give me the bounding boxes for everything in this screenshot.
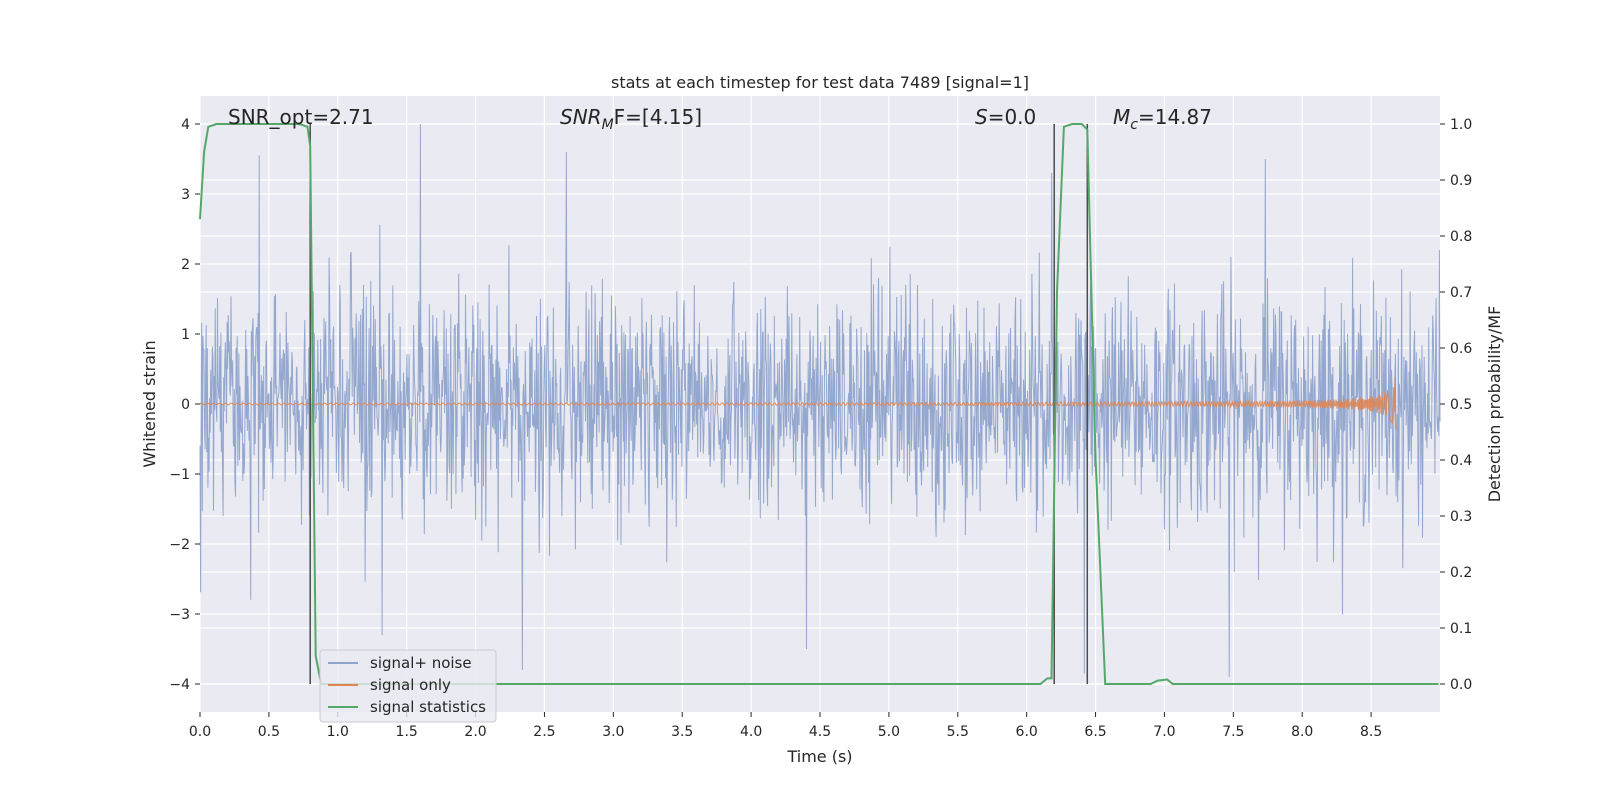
noise-trace bbox=[199, 123, 1441, 678]
annotation-mc: Mc=14.87 bbox=[1113, 105, 1212, 133]
x-tick-label: 1.5 bbox=[396, 724, 418, 740]
y-axis-label: Whitened strain bbox=[140, 340, 159, 467]
y-tick-label: −1 bbox=[169, 467, 190, 483]
x-tick-label: 6.5 bbox=[1084, 724, 1106, 740]
x-tick-label: 5.5 bbox=[947, 724, 969, 740]
x-axis-label: Time (s) bbox=[786, 747, 852, 766]
mc-rest: =14.87 bbox=[1138, 105, 1212, 129]
mc-name: M bbox=[1113, 105, 1130, 129]
y-tick-label: −3 bbox=[169, 607, 190, 623]
snr-mf-name: SNR bbox=[560, 105, 602, 129]
y-tick-label: 2 bbox=[181, 257, 190, 273]
x-tick-label: 0.5 bbox=[258, 724, 280, 740]
x-tick-label: 0.0 bbox=[189, 724, 211, 740]
legend-box bbox=[319, 649, 497, 723]
snr-mf-rest: F=[4.15] bbox=[614, 105, 702, 129]
x-tick-label: 7.5 bbox=[1222, 724, 1244, 740]
y-tick-label: 0 bbox=[181, 397, 190, 413]
y2-tick-label: 0.0 bbox=[1450, 677, 1472, 693]
legend-label-signal-noise: signal+ noise bbox=[370, 654, 472, 672]
y2-tick-label: 0.1 bbox=[1450, 621, 1472, 637]
legend-label-signal-statistics: signal statistics bbox=[370, 698, 486, 716]
y2-tick-label: 0.5 bbox=[1450, 397, 1472, 413]
mc-sub: c bbox=[1130, 117, 1138, 133]
axes: 0.0 0.5 1.0 1.5 2.0 2.5 3.0 3.5 4.0 4.5 5.0 5.5 6.0 6… bbox=[169, 117, 1472, 740]
annotation-s: S=0.0 bbox=[975, 105, 1036, 129]
y2-tick-label: 0.8 bbox=[1450, 229, 1472, 245]
s-name: S bbox=[975, 105, 988, 129]
legend: signal+ noise signal only signal statist… bbox=[319, 649, 497, 723]
x-tick-label: 6.0 bbox=[1016, 724, 1038, 740]
annotation-snr-opt: SNR_opt=2.71 bbox=[228, 105, 374, 129]
x-tick-label: 3.0 bbox=[602, 724, 624, 740]
x-tick-label: 2.5 bbox=[533, 724, 555, 740]
x-tick-label: 8.5 bbox=[1360, 724, 1382, 740]
y2-tick-label: 0.6 bbox=[1450, 341, 1472, 357]
statistics-trace bbox=[199, 123, 1439, 685]
annotations: SNR_opt=2.71 SNRMF=[4.15] S=0.0 Mc=14.87 bbox=[228, 105, 1212, 133]
series-signal-only bbox=[199, 376, 1397, 430]
y2-tick-label: 0.2 bbox=[1450, 565, 1472, 581]
x-tick-label: 3.5 bbox=[671, 724, 693, 740]
y2-axis-label: Detection probability/MF bbox=[1485, 306, 1504, 503]
y-tick-label: −4 bbox=[169, 677, 190, 693]
legend-label-signal-only: signal only bbox=[370, 676, 451, 694]
x-tick-label: 2.0 bbox=[464, 724, 486, 740]
x-tick-label: 4.5 bbox=[809, 724, 831, 740]
y-tick-label: 1 bbox=[181, 327, 190, 343]
annotation-snr-mf: SNRMF=[4.15] bbox=[560, 105, 702, 133]
x-tick-label: 8.0 bbox=[1291, 724, 1313, 740]
y2-tick-label: 0.7 bbox=[1450, 285, 1472, 301]
y2-tick-label: 0.9 bbox=[1450, 173, 1472, 189]
x-tick-label: 1.0 bbox=[327, 724, 349, 740]
x-tick-label: 7.0 bbox=[1153, 724, 1175, 740]
series-signal-statistics bbox=[199, 123, 1439, 685]
chart-title: stats at each timestep for test data 748… bbox=[611, 73, 1029, 92]
s-rest: =0.0 bbox=[988, 105, 1037, 129]
x-tick-label: 4.0 bbox=[740, 724, 762, 740]
series-signal-plus-noise bbox=[199, 123, 1441, 678]
y2-tick-label: 1.0 bbox=[1450, 117, 1472, 133]
y-tick-label: 4 bbox=[181, 117, 190, 133]
y-tick-label: 3 bbox=[181, 187, 190, 203]
y2-tick-label: 0.3 bbox=[1450, 509, 1472, 525]
x-tick-label: 5.0 bbox=[878, 724, 900, 740]
y-tick-label: −2 bbox=[169, 537, 190, 553]
chirp-trace bbox=[199, 376, 1397, 430]
y2-tick-label: 0.4 bbox=[1450, 453, 1472, 469]
snr-mf-sub: M bbox=[602, 117, 614, 133]
